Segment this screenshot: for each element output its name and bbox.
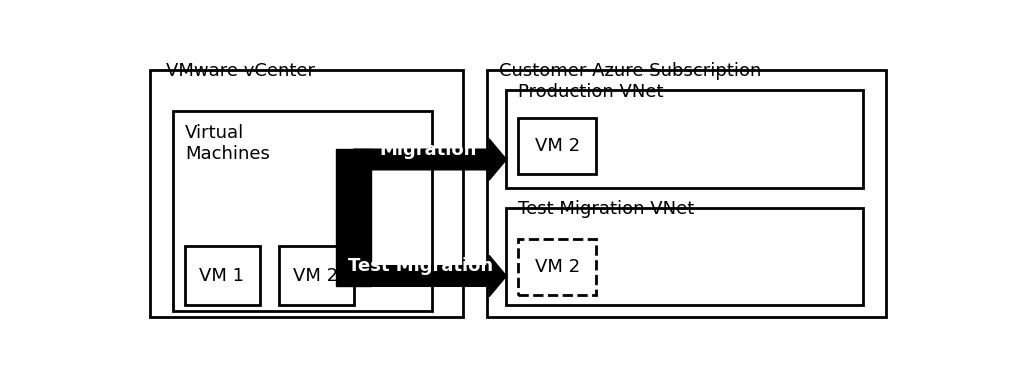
FancyBboxPatch shape <box>279 247 354 306</box>
Text: Migration: Migration <box>379 141 477 159</box>
FancyBboxPatch shape <box>185 247 260 306</box>
Polygon shape <box>354 139 507 180</box>
Polygon shape <box>354 255 507 296</box>
Text: VM 2: VM 2 <box>535 137 580 155</box>
Text: Virtual
Machines: Virtual Machines <box>185 124 270 163</box>
Text: VMware vCenter: VMware vCenter <box>166 62 314 80</box>
Text: VM 2: VM 2 <box>293 267 339 285</box>
Text: Production VNet: Production VNet <box>519 82 663 100</box>
FancyBboxPatch shape <box>150 70 463 317</box>
FancyBboxPatch shape <box>487 70 887 317</box>
FancyBboxPatch shape <box>174 111 432 311</box>
Text: Test Migration VNet: Test Migration VNet <box>519 200 695 218</box>
Text: Customer Azure Subscription: Customer Azure Subscription <box>498 62 761 80</box>
FancyBboxPatch shape <box>507 90 862 188</box>
Text: VM 1: VM 1 <box>199 267 245 285</box>
Text: Test Migration: Test Migration <box>348 257 492 275</box>
FancyBboxPatch shape <box>519 118 596 174</box>
Polygon shape <box>337 149 371 286</box>
FancyBboxPatch shape <box>519 239 596 295</box>
Text: VM 2: VM 2 <box>535 258 580 276</box>
FancyBboxPatch shape <box>507 208 862 306</box>
